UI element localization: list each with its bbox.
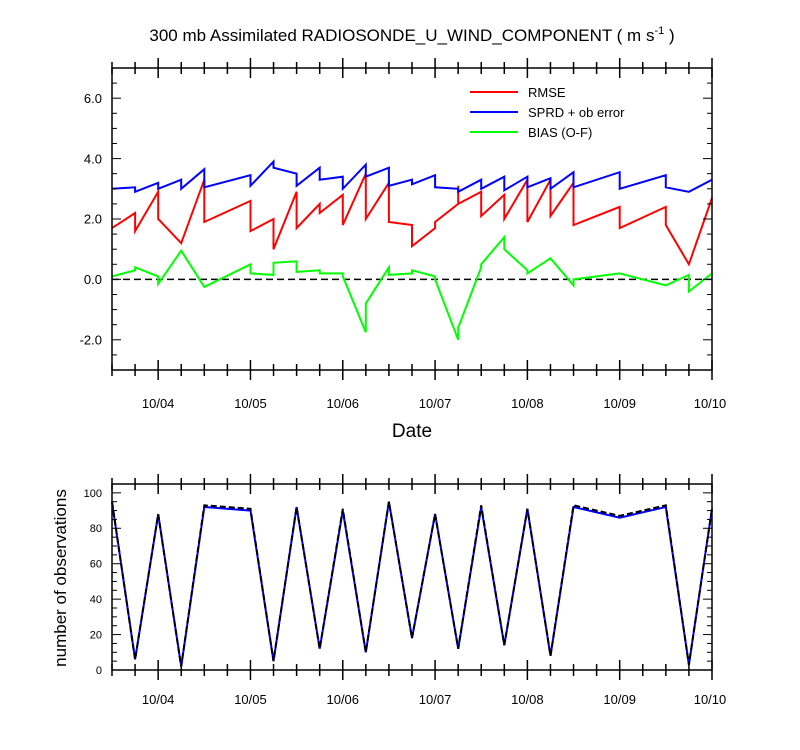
- series-line-assimilated: [111, 501, 713, 667]
- y-tick-label: 20: [90, 630, 102, 642]
- x-tick-label: 10/10: [694, 692, 727, 707]
- bottom-series-group: [111, 501, 713, 667]
- legend-label-rmse: RMSE: [528, 85, 566, 100]
- x-tick-label: 10/05: [234, 396, 267, 411]
- y-tick-label: 6.0: [84, 91, 102, 106]
- series-line-possible: [111, 501, 713, 667]
- top-series-group: [111, 159, 713, 341]
- x-tick-label: 10/04: [142, 692, 175, 707]
- top-y-axis: -2.0 0.0 2.0 4.0 6.0: [80, 67, 712, 371]
- x-tick-label: 10/10: [694, 396, 727, 411]
- legend-label-sprd-ob-error: SPRD + ob error: [528, 105, 625, 120]
- series-line-sprd-ob-error: [111, 159, 713, 194]
- top-x-axis-label: Date: [392, 421, 432, 442]
- plot-border: [111, 483, 713, 671]
- bottom-plot-frame: [111, 483, 713, 671]
- y-tick-label: -2.0: [80, 332, 102, 347]
- x-tick-label: 10/04: [142, 396, 175, 411]
- top-chart-title: 300 mb Assimilated RADIOSONDE_U_WIND_COM…: [149, 25, 674, 45]
- x-tick-label: 10/07: [419, 396, 452, 411]
- y-tick-label: 0.0: [84, 272, 102, 287]
- x-tick-label: 10/09: [603, 692, 636, 707]
- x-tick-label: 10/08: [511, 396, 544, 411]
- legend-label-bias-o-f: BIAS (O-F): [528, 125, 592, 140]
- x-tick-label: 10/09: [603, 396, 636, 411]
- y-tick-label: 0: [96, 665, 102, 677]
- bottom-y-axis-label: number of observations: [51, 489, 70, 667]
- x-tick-label: 10/05: [234, 692, 267, 707]
- x-tick-label: 10/06: [326, 692, 359, 707]
- y-tick-label: 40: [90, 594, 102, 606]
- bottom-x-axis: 10/04 10/05 10/06 10/07 10/08 10/09 10/10: [111, 474, 727, 707]
- bottom-y-axis: 0 20 40 60 80 100: [84, 483, 712, 677]
- x-tick-label: 10/06: [326, 396, 359, 411]
- series-line-bias-o-f: [111, 234, 713, 341]
- y-tick-label: 60: [90, 559, 102, 571]
- series-line-rmse: [111, 173, 713, 267]
- y-tick-label: 2.0: [84, 212, 102, 227]
- top-legend: RMSE SPRD + ob error BIAS (O-F): [470, 85, 625, 140]
- y-tick-label: 100: [84, 488, 102, 500]
- y-tick-label: 80: [90, 523, 102, 535]
- x-tick-label: 10/08: [511, 692, 544, 707]
- x-tick-label: 10/07: [419, 692, 452, 707]
- top-x-axis: 10/04 10/05 10/06 10/07 10/08 10/09 10/10: [111, 58, 727, 411]
- y-tick-label: 4.0: [84, 151, 102, 166]
